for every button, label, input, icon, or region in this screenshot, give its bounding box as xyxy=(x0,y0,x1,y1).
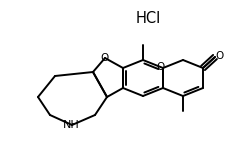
Text: NH: NH xyxy=(63,120,79,130)
Text: O: O xyxy=(157,62,165,72)
Text: O: O xyxy=(216,51,224,61)
Text: O: O xyxy=(101,53,109,63)
Text: HCl: HCl xyxy=(135,10,161,26)
